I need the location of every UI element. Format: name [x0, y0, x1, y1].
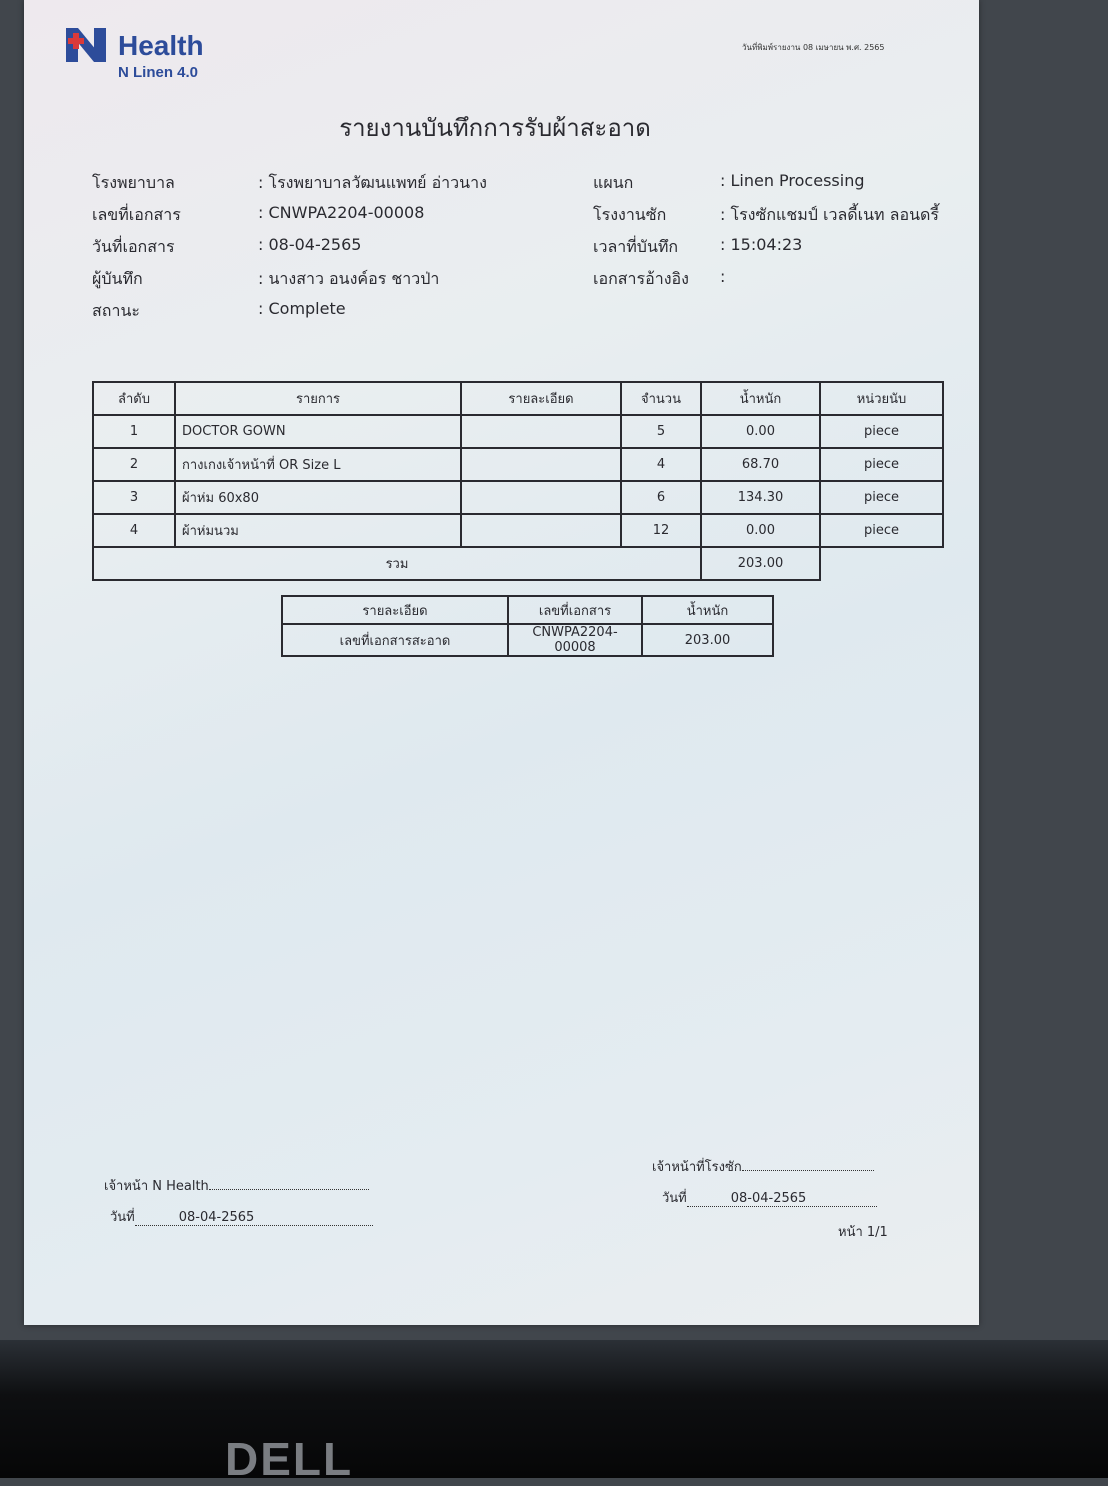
document-page [24, 0, 979, 1325]
cell-weight: 0.00 [700, 513, 821, 548]
n-health-signature-line: เจ้าหน้า N Health [104, 1175, 369, 1196]
summary-header-doc-no: เลขที่เอกสาร [507, 595, 643, 625]
monitor-bezel [0, 1340, 1108, 1478]
cell-unit: piece [819, 480, 944, 515]
table-row: 2 กางเกงเจ้าหน้าที่ OR Size L 4 68.70 pi… [92, 447, 944, 482]
cell-detail [460, 414, 622, 449]
reference-value: : [720, 267, 726, 286]
cell-weight: 68.70 [700, 447, 821, 482]
summary-header-row: รายละเอียด เลขที่เอกสาร น้ำหนัก [281, 595, 774, 625]
summary-header-weight: น้ำหนัก [641, 595, 774, 625]
laundry-staff-label: เจ้าหน้าที่โรงซัก [652, 1160, 742, 1175]
empty-cell [820, 547, 943, 580]
cell-item: DOCTOR GOWN [174, 414, 462, 449]
cell-unit: piece [819, 447, 944, 482]
cell-detail [460, 480, 622, 515]
cell-no: 1 [92, 414, 176, 449]
date-label: วันที่ [662, 1191, 687, 1206]
dell-logo: DELL [225, 1433, 354, 1485]
cell-no: 2 [92, 447, 176, 482]
signature-field [208, 1189, 369, 1190]
doc-date-label: วันที่เอกสาร [92, 237, 175, 256]
recorder-label: ผู้บันทึก [92, 269, 143, 288]
cell-qty: 4 [620, 447, 702, 482]
cell-weight: 0.00 [700, 414, 821, 449]
date-label: วันที่ [110, 1210, 135, 1225]
date-value: 08-04-2565 [686, 1191, 877, 1207]
reference-label: เอกสารอ้างอิง [593, 269, 689, 288]
recorder-value: : นางสาว อนงค์อร ชาวป่า [258, 269, 440, 288]
header-detail: รายละเอียด [460, 381, 622, 416]
cell-detail [460, 513, 622, 548]
doc-no-value: : CNWPA2204-00008 [258, 203, 425, 222]
department-label: แผนก [593, 173, 634, 192]
header-item: รายการ [174, 381, 462, 416]
total-weight: 203.00 [700, 546, 821, 581]
summary-doc-no: CNWPA2204-00008 [507, 623, 643, 657]
total-row: รวม 203.00 [92, 546, 943, 581]
table-row: 1 DOCTOR GOWN 5 0.00 piece [92, 414, 944, 449]
doc-no-label: เลขที่เอกสาร [92, 205, 181, 224]
items-table: ลำดับ รายการ รายละเอียด จำนวน น้ำหนัก หน… [92, 381, 944, 581]
status-value: : Complete [258, 299, 346, 318]
cell-detail [460, 447, 622, 482]
cell-item: ผ้าห่ม 60x80 [174, 480, 462, 515]
hospital-value: : โรงพยาบาลวัฒนแพทย์ อ่าวนาง [258, 173, 487, 192]
doc-date-value: : 08-04-2565 [258, 235, 362, 254]
n-health-date-line: วันที่ 08-04-2565 [110, 1206, 373, 1227]
total-label: รวม [92, 546, 702, 581]
header-no: ลำดับ [92, 381, 176, 416]
header-unit: หน่วยนับ [819, 381, 944, 416]
date-value: 08-04-2565 [134, 1210, 373, 1226]
status-label: สถานะ [92, 301, 140, 320]
signature-field [741, 1170, 874, 1171]
cell-no: 4 [92, 513, 176, 548]
summary-table: รายละเอียด เลขที่เอกสาร น้ำหนัก เลขที่เอ… [281, 595, 774, 657]
cell-item: ผ้าห่มนวม [174, 513, 462, 548]
cell-no: 3 [92, 480, 176, 515]
table-row: 3 ผ้าห่ม 60x80 6 134.30 piece [92, 480, 944, 515]
page-number: หน้า 1/1 [838, 1225, 888, 1240]
record-time-label: เวลาที่บันทึก [593, 237, 679, 256]
summary-row: เลขที่เอกสารสะอาด CNWPA2204-00008 203.00 [281, 623, 774, 657]
laundry-date-line: วันที่ 08-04-2565 [662, 1187, 877, 1208]
cell-unit: piece [819, 513, 944, 548]
hospital-label: โรงพยาบาล [92, 173, 175, 192]
header-weight: น้ำหนัก [700, 381, 821, 416]
cell-weight: 134.30 [700, 480, 821, 515]
cell-item: กางเกงเจ้าหน้าที่ OR Size L [174, 447, 462, 482]
table-row: 4 ผ้าห่มนวม 12 0.00 piece [92, 513, 944, 548]
cell-qty: 5 [620, 414, 702, 449]
header-qty: จำนวน [620, 381, 702, 416]
laundry-value: : โรงซักแชมป์ เวลดี้เนท ลอนดรี้ [720, 205, 940, 224]
summary-detail: เลขที่เอกสารสะอาด [281, 623, 509, 657]
cell-unit: piece [819, 414, 944, 449]
department-value: : Linen Processing [720, 171, 865, 190]
cell-qty: 12 [620, 513, 702, 548]
n-health-staff-label: เจ้าหน้า N Health [104, 1179, 209, 1194]
laundry-label: โรงงานซัก [593, 205, 667, 224]
n-health-logo-icon [66, 28, 106, 62]
record-time-value: : 15:04:23 [720, 235, 803, 254]
summary-header-detail: รายละเอียด [281, 595, 509, 625]
report-title: รายงานบันทึกการรับผ้าสะอาด [339, 114, 651, 142]
logo-brand: Health [118, 30, 204, 61]
summary-weight: 203.00 [641, 623, 774, 657]
print-date: วันที่พิมพ์รายงาน 08 เมษายน พ.ศ. 2565 [742, 43, 885, 52]
table-header-row: ลำดับ รายการ รายละเอียด จำนวน น้ำหนัก หน… [92, 381, 944, 416]
logo-product: N Linen 4.0 [118, 64, 199, 81]
cell-qty: 6 [620, 480, 702, 515]
laundry-signature-line: เจ้าหน้าที่โรงซัก [652, 1156, 874, 1177]
